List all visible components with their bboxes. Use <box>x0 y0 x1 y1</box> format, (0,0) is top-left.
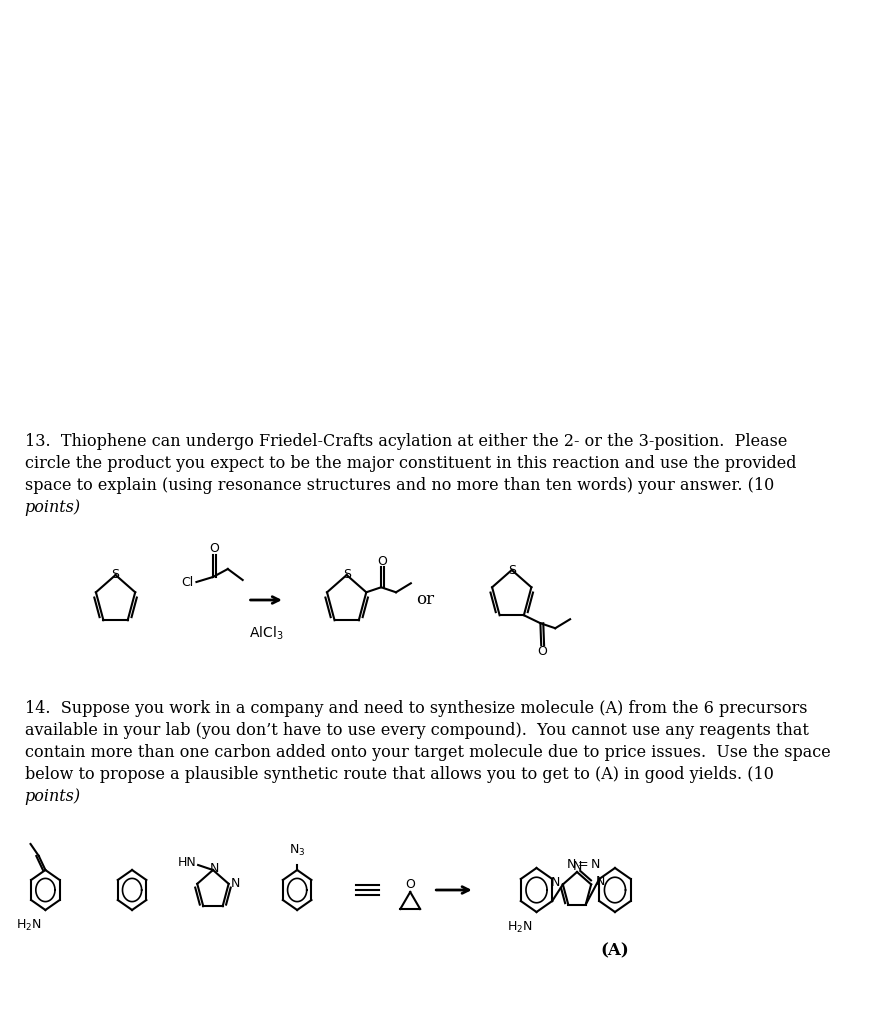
Text: AlCl$_3$: AlCl$_3$ <box>249 625 284 642</box>
Text: N: N <box>210 861 219 874</box>
Text: Cl: Cl <box>182 577 194 590</box>
Text: H$_2$N: H$_2$N <box>507 920 533 935</box>
Text: (A): (A) <box>601 942 629 959</box>
Text: or: or <box>416 592 434 608</box>
Text: S: S <box>508 563 516 577</box>
Text: space to explain (using resonance structures and no more than ten words) your an: space to explain (using resonance struct… <box>24 477 774 494</box>
Text: O: O <box>405 878 416 891</box>
Text: 13.  Thiophene can undergo Friedel-Crafts acylation at either the 2- or the 3-po: 13. Thiophene can undergo Friedel-Crafts… <box>24 433 787 450</box>
Text: points): points) <box>24 788 81 805</box>
Text: 14.  Suppose you work in a company and need to synthesize molecule (A) from the : 14. Suppose you work in a company and ne… <box>24 700 808 717</box>
Text: below to propose a plausible synthetic route that allows you to get to (A) in go: below to propose a plausible synthetic r… <box>24 766 773 783</box>
Text: O: O <box>377 555 388 567</box>
Text: N: N <box>231 878 240 890</box>
Text: contain more than one carbon added onto your target molecule due to price issues: contain more than one carbon added onto … <box>24 744 830 761</box>
Text: HN: HN <box>178 856 196 869</box>
Text: N$=$N: N$=$N <box>567 857 601 870</box>
Text: points): points) <box>24 499 81 516</box>
Text: N: N <box>573 860 581 873</box>
Text: O: O <box>210 543 219 555</box>
Text: circle the product you expect to be the major constituent in this reaction and u: circle the product you expect to be the … <box>24 455 796 472</box>
Text: N: N <box>551 876 560 889</box>
Text: S: S <box>112 568 120 582</box>
Text: H$_2$N: H$_2$N <box>16 918 41 933</box>
Text: N: N <box>595 874 605 888</box>
Text: S: S <box>343 568 351 582</box>
Text: available in your lab (you don’t have to use every compound).  You cannot use an: available in your lab (you don’t have to… <box>24 722 808 739</box>
Text: O: O <box>537 645 547 657</box>
Text: N$_3$: N$_3$ <box>289 843 306 858</box>
